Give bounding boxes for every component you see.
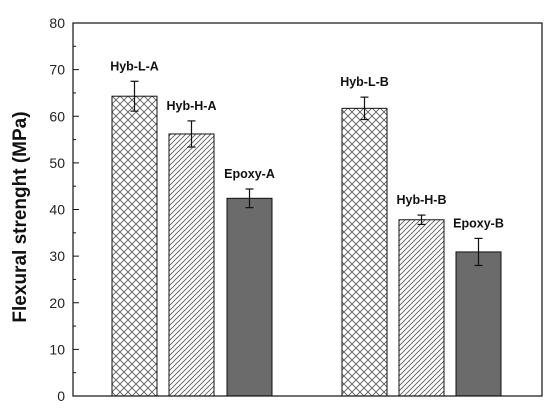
y-tick-label-70: 70 [49,62,65,78]
bar-epoxy-b [455,251,502,397]
y-tick-label-40: 40 [49,202,65,218]
y-tick-label-30: 30 [49,248,65,264]
bar-hyb-h-b [398,219,445,397]
y-axis-title: Flexural strenght (MPa) [10,111,31,322]
bar-hyb-l-b [341,107,388,397]
y-tick-label-80: 80 [49,15,65,31]
y-tick-label-10: 10 [49,341,65,357]
bar-label-epoxy-a: Epoxy-A [224,167,275,181]
bar-hyb-l-a [111,95,158,397]
bar-label-epoxy-b: Epoxy-B [453,216,504,230]
y-tick-label-60: 60 [49,108,65,124]
bar-epoxy-a [226,197,273,397]
y-tick-label-20: 20 [49,295,65,311]
y-tick-label-0: 0 [57,388,65,404]
bar-label-hyb-l-a: Hyb-L-A [110,59,159,73]
plot-area: Hyb-L-A Hyb-H-A Epoxy-A Hyb-L-B Hyb-H-B Epoxy… [49,15,543,404]
bar-label-hyb-l-b: Hyb-L-B [340,75,389,89]
bar-label-hyb-h-a: Hyb-H-A [167,99,217,113]
y-tick-label-50: 50 [49,155,65,171]
bar-hyb-h-a [168,133,215,397]
bar-label-hyb-h-b: Hyb-H-B [397,193,447,207]
